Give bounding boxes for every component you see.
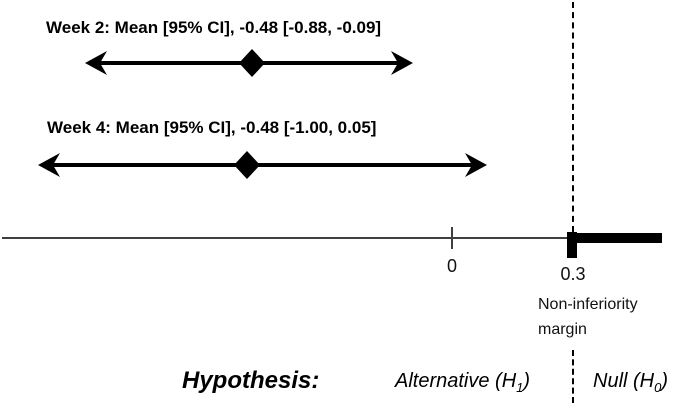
alternative-hypothesis-close: )	[523, 370, 531, 392]
margin-tick-label: 0.3	[560, 264, 586, 284]
x-axis-line	[2, 237, 573, 239]
margin-caption-line2: margin	[538, 321, 587, 338]
null-hypothesis-subscript: 0	[654, 380, 662, 395]
week2-right-arrowhead-icon	[391, 51, 413, 75]
week4-right-arrowhead-icon	[465, 153, 487, 177]
week2-ci-arrow	[85, 49, 413, 77]
zero-tick-mark	[451, 227, 453, 249]
week2-mean-diamond-icon	[239, 49, 265, 77]
null-region-thick-bar	[567, 233, 662, 243]
alternative-hypothesis-subscript: 1	[516, 380, 524, 395]
alternative-hypothesis-text: Alternative (H	[395, 370, 517, 392]
week4-ci-label: Week 4: Mean [95% CI], -0.48 [-1.00, 0.0…	[47, 118, 377, 137]
margin-caption: Non-inferiority margin	[538, 292, 638, 342]
zero-tick-label: 0	[446, 256, 457, 276]
week4-mean-diamond-icon	[234, 151, 260, 179]
null-hypothesis-text: Null (H	[593, 370, 655, 392]
hypothesis-title: Hypothesis:	[182, 367, 320, 394]
alternative-hypothesis-label: Alternative (H1)	[395, 370, 531, 395]
margin-dashed-line-bottom	[572, 350, 574, 403]
margin-tick-thick-mark	[567, 232, 577, 258]
week2-ci-label: Week 2: Mean [95% CI], -0.48 [-0.88, -0.…	[46, 18, 382, 37]
null-hypothesis-close: )	[661, 370, 669, 392]
margin-caption-line1: Non-inferiority	[538, 296, 638, 313]
margin-dashed-line-top	[572, 2, 574, 232]
week2-left-arrowhead-icon	[85, 51, 107, 75]
week4-ci-arrow	[38, 151, 487, 179]
week4-left-arrowhead-icon	[38, 153, 60, 177]
null-hypothesis-label: Null (H0)	[593, 370, 669, 395]
